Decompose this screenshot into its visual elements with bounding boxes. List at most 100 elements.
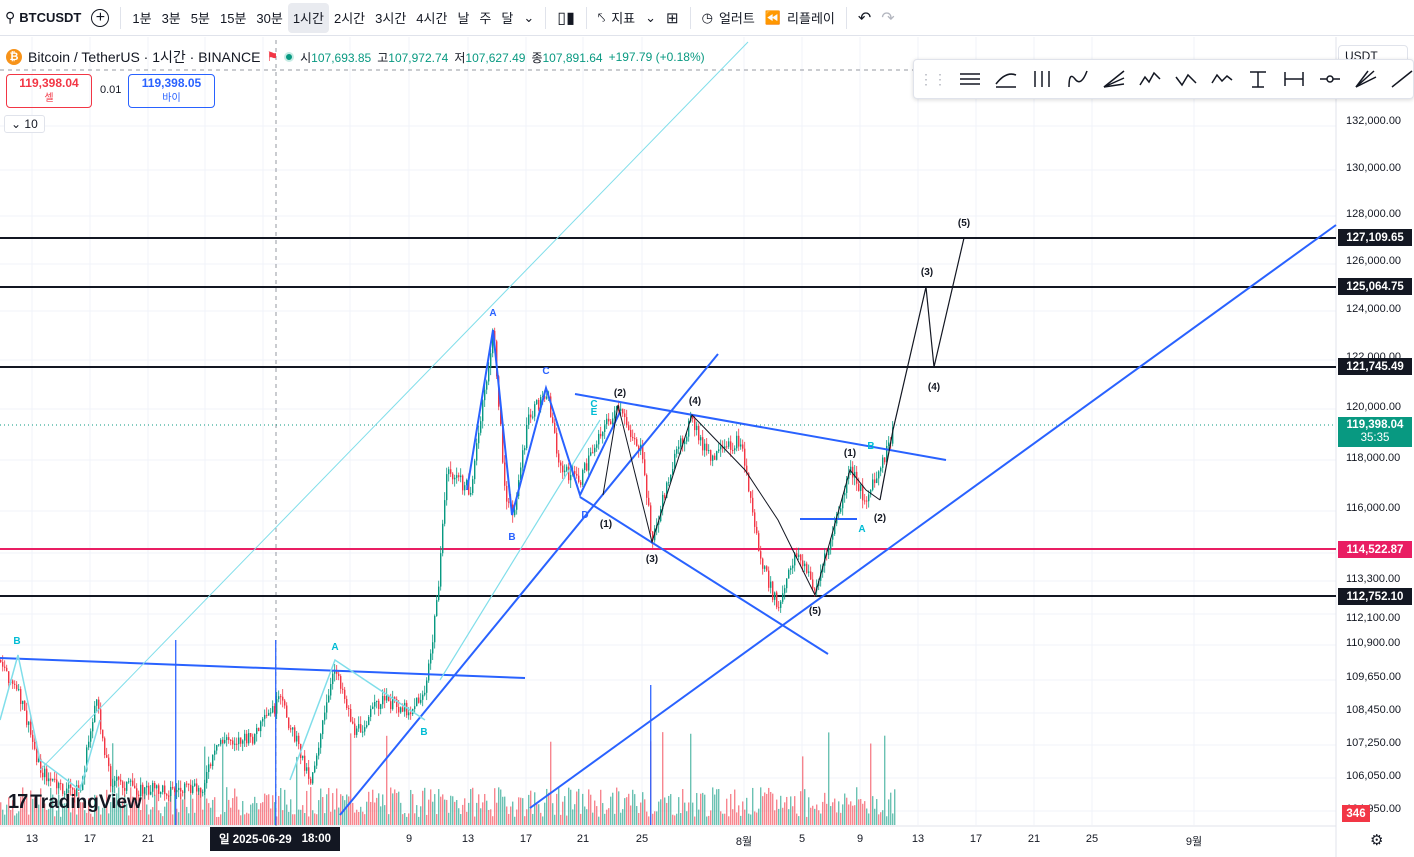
symbol-search[interactable]: ⚲ BTCUSDT — [0, 3, 86, 33]
candle-body — [374, 701, 376, 707]
volume-bar — [262, 802, 264, 825]
drag-handle-icon[interactable]: ⋮⋮ — [919, 70, 947, 87]
interval-10[interactable]: 주 — [479, 11, 492, 26]
elliott-triangle-icon[interactable] — [1210, 66, 1234, 92]
volume-bar — [606, 809, 608, 825]
candle-body — [188, 783, 190, 785]
interval-3[interactable]: 15분 — [219, 11, 247, 26]
candle-body — [178, 787, 180, 791]
volume-bar — [496, 802, 498, 825]
candle-body — [706, 443, 708, 451]
candle-body — [762, 558, 764, 569]
volume-bar — [692, 802, 694, 825]
price-tick: 112,100.00 — [1346, 612, 1401, 624]
indicators-icon: ⤣ — [597, 9, 606, 25]
replay-button[interactable]: ⏪ 리플레이 — [760, 3, 840, 33]
interval-5[interactable]: 1시간 — [287, 2, 329, 33]
tradingview-logo[interactable]: 17 TradingView — [8, 791, 142, 814]
candle-body — [318, 747, 320, 756]
candle-body — [78, 785, 80, 791]
interval-9[interactable]: 날 — [457, 11, 470, 26]
indicators-dropdown[interactable]: ⌄ — [640, 3, 661, 33]
interval-8[interactable]: 4시간 — [416, 11, 448, 26]
candle-body — [732, 449, 734, 451]
elliott-correction-icon[interactable] — [1174, 66, 1198, 92]
anchored-text-icon[interactable] — [1246, 66, 1270, 92]
volume-bar — [12, 800, 14, 825]
volume-bar — [848, 804, 850, 825]
volume-bar — [430, 789, 432, 825]
add-symbol-button[interactable]: + — [86, 3, 114, 33]
volume-bar — [232, 798, 234, 825]
indicators-button[interactable]: ⤣ 지표 — [593, 3, 640, 33]
candle-body — [340, 676, 342, 689]
candle-body — [850, 466, 852, 473]
trend-angle-icon[interactable] — [1390, 66, 1414, 92]
candle-body — [526, 424, 528, 449]
interval-4[interactable]: 30분 — [256, 11, 283, 26]
vertical-lines-icon[interactable] — [1030, 66, 1054, 92]
date-range-icon[interactable] — [1282, 66, 1306, 92]
horizontal-lines-icon[interactable] — [958, 66, 982, 92]
buy-price: 119,398.05 — [141, 76, 202, 90]
order-quantity[interactable]: 0.01 — [100, 84, 122, 96]
candle-body — [576, 473, 578, 476]
candle-body — [152, 783, 154, 792]
volume-bar — [252, 803, 254, 825]
chart-area[interactable]: A B C D E C (2) (1) (3) (4) (5) (1) (2) A B (3) (4) (5) B A… — [0, 37, 1414, 857]
interval-1[interactable]: 3분 — [161, 11, 181, 26]
volume-bar — [820, 813, 822, 825]
volume-bar — [484, 793, 486, 825]
layouts-button[interactable]: ⊞ — [661, 3, 684, 33]
gann-fan-icon[interactable] — [1354, 66, 1378, 92]
candle-body — [320, 734, 322, 748]
curve-channel-icon[interactable] — [994, 66, 1018, 92]
candle-body — [42, 772, 44, 778]
elliott-impulse-icon[interactable] — [1138, 66, 1162, 92]
volume-bar — [532, 813, 534, 825]
volume-bar — [324, 813, 326, 825]
sell-button[interactable]: 119,398.04 셀 — [6, 74, 92, 108]
candle-body — [268, 712, 270, 716]
settings-icon[interactable]: ⚙ — [1370, 832, 1384, 849]
candle-body — [586, 463, 588, 471]
volume-bar — [726, 798, 728, 825]
interval-0[interactable]: 1분 — [132, 11, 152, 26]
candle-body — [588, 455, 590, 471]
alert-button[interactable]: ◷ 얼러트 — [697, 3, 760, 33]
horizontal-ray-icon[interactable] — [1318, 66, 1342, 92]
price-label-pink: 114,522.87 — [1338, 541, 1412, 558]
fib-fan-icon[interactable] — [1102, 66, 1126, 92]
interval-7[interactable]: 3시간 — [375, 11, 407, 26]
volume-bar — [572, 809, 574, 825]
candle-body — [172, 786, 174, 789]
candle-body — [258, 727, 260, 732]
volume-bar — [564, 796, 566, 825]
toolbar-divider — [689, 6, 691, 29]
cycle-lines-icon[interactable] — [1066, 66, 1090, 92]
redo-button[interactable]: ↷ — [876, 3, 899, 33]
volume-bar — [4, 814, 6, 825]
interval-dropdown[interactable]: ⌄ — [518, 3, 539, 33]
candle-body — [642, 444, 644, 460]
candle-body — [302, 755, 304, 759]
price-chart[interactable]: ABCDEC(2)(1)(3)(4)(5)(1)(2)AB(3)(4)(5)BA… — [0, 37, 1414, 857]
volume-bar — [466, 811, 468, 825]
undo-button[interactable]: ↶ — [853, 3, 876, 33]
chart-type-button[interactable]: ▯▮ — [552, 3, 580, 33]
candle-body — [580, 482, 582, 485]
buy-button[interactable]: 119,398.05 바이 — [128, 74, 215, 108]
volume-bar — [300, 809, 302, 825]
volume-bar — [450, 795, 452, 825]
interval-11[interactable]: 달 — [501, 11, 514, 26]
volume-bar — [90, 813, 92, 825]
volume-bar — [884, 735, 886, 825]
symbol-description: Bitcoin / TetherUS · 1시간 · BINANCE — [28, 49, 261, 65]
interval-2[interactable]: 5분 — [190, 11, 210, 26]
indicator-toggle[interactable]: ⌄ 10 — [4, 115, 45, 133]
interval-6[interactable]: 2시간 — [333, 11, 366, 26]
volume-bar — [74, 792, 76, 825]
volume-bar — [642, 792, 644, 825]
candle-body — [788, 569, 790, 579]
price-tick: 130,000.00 — [1346, 162, 1402, 174]
